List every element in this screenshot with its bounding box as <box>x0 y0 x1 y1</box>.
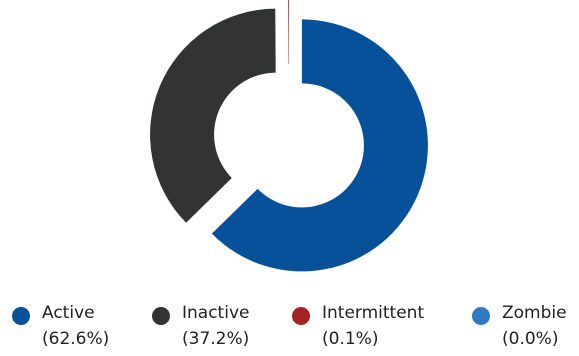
legend-label-active: Active <box>42 303 95 323</box>
donut-slice-inactive[interactable] <box>150 8 276 223</box>
legend-percent-intermittent: (0.1%) <box>322 329 379 349</box>
legend-label-inactive: Inactive <box>182 303 250 323</box>
donut-chart <box>150 0 428 272</box>
donut-slice-active[interactable] <box>211 19 428 272</box>
legend-percent-active: (62.6%) <box>42 329 110 349</box>
donut-slice-intermittent[interactable] <box>288 0 289 65</box>
legend-percent-zombie: (0.0%) <box>502 329 559 349</box>
legend-percent-inactive: (37.2%) <box>182 329 250 349</box>
legend-swatch-intermittent <box>292 307 310 325</box>
legend-label-zombie: Zombie <box>502 303 567 323</box>
legend-swatch-inactive <box>152 307 170 325</box>
chart-legend: Active (62.6%) Inactive (37.2%) Intermit… <box>0 300 579 356</box>
legend-label-intermittent: Intermittent <box>322 303 425 323</box>
legend-swatch-zombie <box>472 307 490 325</box>
legend-swatch-active <box>12 307 30 325</box>
